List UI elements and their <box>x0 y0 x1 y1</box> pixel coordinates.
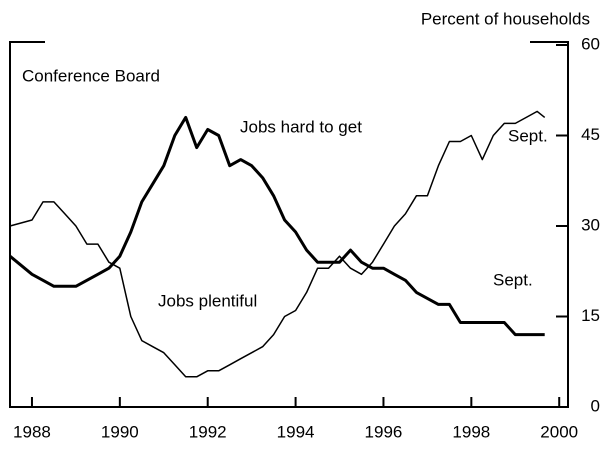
y-tick-label: 15 <box>581 306 600 325</box>
y-tick-label: 0 <box>591 396 600 415</box>
series-line <box>9 110 546 378</box>
x-tick-label: 1996 <box>365 422 403 441</box>
plot-frame <box>9 41 569 408</box>
y-axis-title: Percent of households <box>421 9 590 28</box>
annotation: Jobs hard to get <box>240 117 362 136</box>
x-tick-label: 1992 <box>189 422 227 441</box>
y-tick-label: 45 <box>581 125 600 144</box>
annotation: Conference Board <box>22 66 160 85</box>
y-tick-label: 30 <box>581 215 600 234</box>
x-tick-label: 1994 <box>277 422 315 441</box>
x-tick-label: 1998 <box>452 422 490 441</box>
series-line <box>9 115 545 337</box>
annotation: Sept. <box>508 126 548 145</box>
y-tick-label: 60 <box>581 34 600 53</box>
x-tick-label: 1988 <box>13 422 51 441</box>
annotation: Jobs plentiful <box>158 291 257 310</box>
annotation: Sept. <box>493 270 533 289</box>
x-tick-label: 2000 <box>540 422 578 441</box>
x-tick-label: 1990 <box>101 422 139 441</box>
